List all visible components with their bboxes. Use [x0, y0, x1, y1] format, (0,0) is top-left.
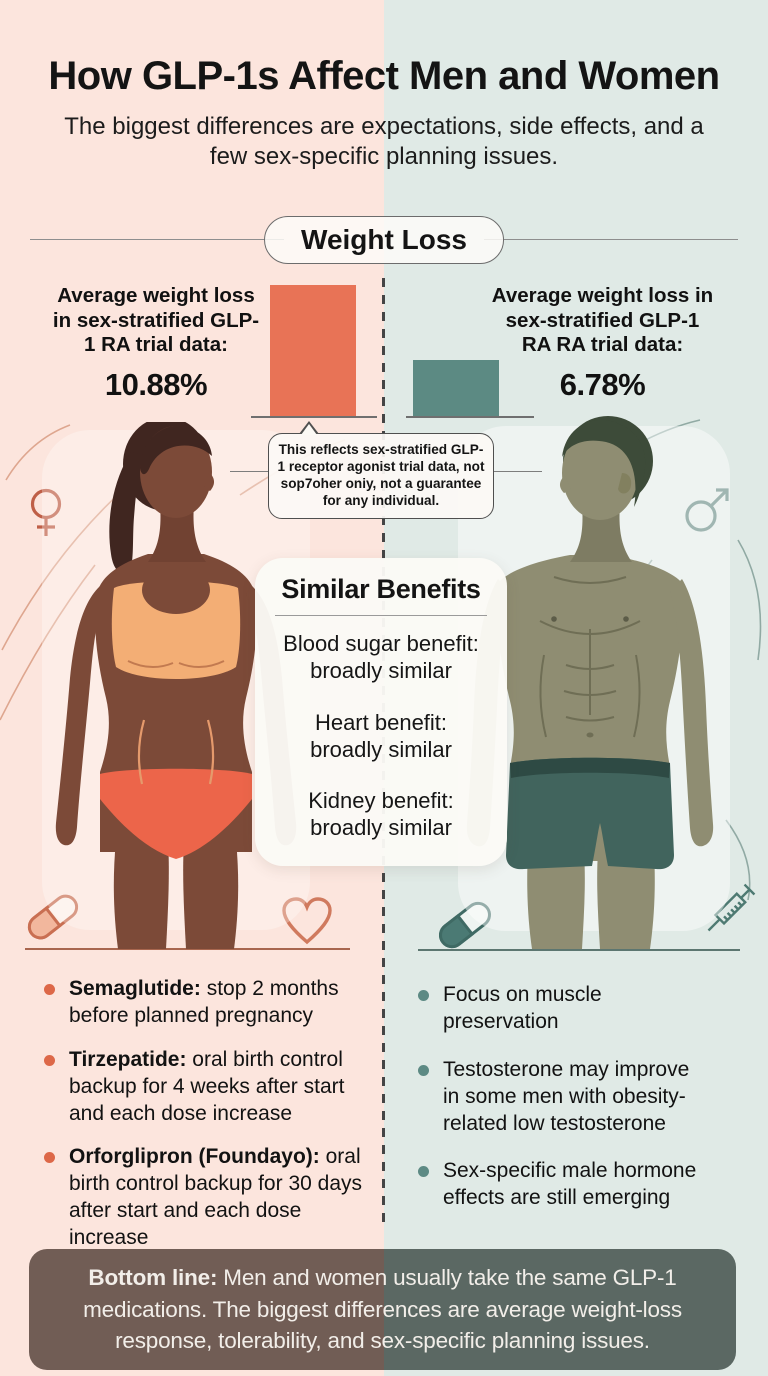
- male-bar: [413, 360, 499, 416]
- female-weight-loss-stat: Average weight loss in sex-stratified GL…: [50, 284, 262, 403]
- male-neck: [570, 505, 632, 562]
- bullet-dot: [418, 1166, 429, 1178]
- male-boxers-waistband: [510, 757, 670, 778]
- list-item: Semaglutide: stop 2 months before planne…: [44, 976, 368, 1030]
- page-title: How GLP-1s Affect Men and Women: [48, 54, 720, 98]
- female-underwear: [100, 768, 252, 859]
- male-weight-loss-value: 6.78%: [559, 366, 646, 402]
- female-leg-left: [113, 840, 169, 949]
- list-item: Tirzepatide: oral birth control backup f…: [44, 1047, 368, 1128]
- callout-tail-left: [230, 471, 268, 472]
- section-rule-right: [484, 239, 738, 240]
- list-item: Sex-specific male hormone effects are st…: [418, 1158, 700, 1212]
- bullet-dot: [44, 1054, 55, 1066]
- benefit-item-heart: Heart benefit: broadly similar: [310, 709, 452, 762]
- benefit-item-kidney: Kidney benefit: broadly similar: [308, 788, 454, 841]
- male-boxers: [506, 757, 674, 870]
- trial-data-callout: This reflects sex-stratified GLP-1 recep…: [268, 421, 494, 519]
- callout-tail-right: [494, 471, 542, 472]
- card-divider: [275, 615, 487, 616]
- male-nose: [559, 475, 571, 493]
- bullet-dot: [418, 990, 429, 1001]
- male-leg-left: [527, 851, 585, 949]
- bullet-dot: [418, 1064, 429, 1076]
- bottom-line-lead: Bottom line:: [88, 1265, 218, 1290]
- bottom-line-text: Men and women usually take the same GLP-…: [83, 1265, 682, 1353]
- bottom-line-banner: Bottom line: Men and women usually take …: [29, 1249, 736, 1370]
- list-item: Orforglipron (Foundayo): oral birth cont…: [44, 1144, 368, 1252]
- female-notes-list: Semaglutide: stop 2 months before planne…: [44, 976, 368, 1252]
- female-weight-loss-label: Average weight loss in sex-stratified GL…: [52, 284, 260, 357]
- list-item: Testosterone may improve in some men wit…: [418, 1057, 700, 1138]
- female-leg-right: [183, 840, 239, 949]
- male-weight-loss-stat: Average weight loss in sex-stratified GL…: [490, 284, 715, 403]
- page-subtitle: The biggest differences are expectations…: [64, 113, 704, 171]
- male-ear: [618, 473, 632, 494]
- similar-benefits-title: Similar Benefits: [281, 574, 481, 604]
- female-bar: [270, 285, 356, 416]
- section-rule-left: [30, 239, 284, 240]
- female-nose: [204, 472, 215, 491]
- bullet-dot: [44, 984, 55, 995]
- female-bar-baseline: [251, 416, 377, 418]
- female-bra-neckline: [142, 566, 210, 614]
- female-neck: [148, 504, 206, 562]
- list-item: Focus on muscle preservation: [418, 982, 700, 1036]
- female-weight-loss-value: 10.88%: [104, 366, 208, 402]
- bullet-dot: [44, 1152, 55, 1164]
- section-header-weight-loss: Weight Loss: [264, 216, 504, 264]
- similar-benefits-card: Similar Benefits Blood sugar benefit: br…: [255, 558, 507, 866]
- male-bar-baseline: [406, 416, 534, 418]
- male-leg-right: [597, 851, 655, 949]
- male-weight-loss-label: Average weight loss in sex-stratified GL…: [491, 284, 714, 357]
- male-arm-right: [670, 579, 714, 847]
- benefit-item-blood-sugar: Blood sugar benefit: broadly similar: [283, 631, 479, 684]
- female-hair-front: [140, 425, 212, 475]
- male-notes-list: Focus on muscle preservation Testosteron…: [418, 982, 700, 1212]
